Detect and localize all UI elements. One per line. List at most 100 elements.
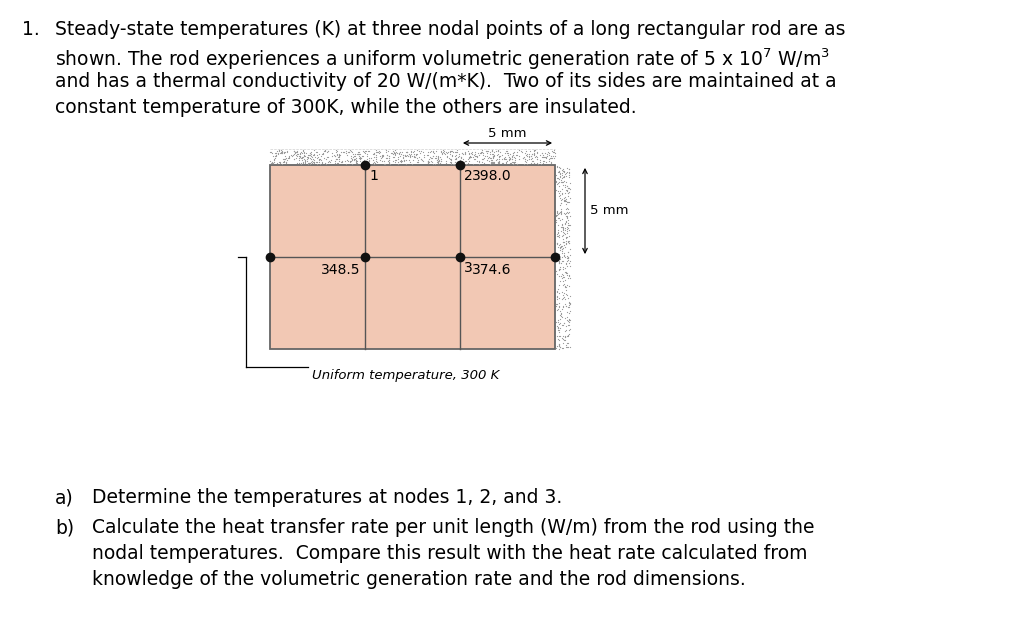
Point: [438, 152, 455, 162]
Point: [415, 156, 431, 166]
Point: [551, 253, 567, 263]
Point: [560, 253, 577, 263]
Point: [494, 154, 510, 164]
Point: [500, 149, 516, 159]
Point: [309, 147, 326, 157]
Point: [331, 149, 347, 159]
Point: [442, 157, 459, 167]
Point: [390, 159, 407, 169]
Point: [560, 273, 577, 283]
Point: [551, 191, 567, 201]
Point: [556, 208, 572, 218]
Point: [409, 149, 425, 159]
Point: [557, 194, 573, 204]
Point: [318, 152, 335, 162]
Point: [503, 158, 519, 168]
Point: [463, 152, 479, 162]
Point: [352, 152, 369, 162]
Point: [420, 157, 436, 167]
Point: [556, 313, 572, 323]
Point: [554, 331, 570, 341]
Point: [549, 209, 565, 219]
Point: [559, 232, 575, 242]
Point: [551, 293, 567, 303]
Point: [431, 155, 447, 165]
Point: [438, 156, 455, 166]
Point: [455, 149, 471, 159]
Point: [381, 155, 397, 166]
Point: [484, 152, 501, 162]
Point: [303, 154, 319, 164]
Point: [554, 256, 570, 266]
Point: [396, 151, 413, 161]
Point: [374, 152, 390, 162]
Point: [554, 241, 570, 251]
Point: [551, 271, 567, 281]
Point: [432, 146, 449, 156]
Point: [422, 152, 438, 162]
Point: [509, 159, 525, 169]
Point: [484, 157, 501, 167]
Point: [557, 168, 573, 178]
Point: [552, 208, 568, 218]
Point: [472, 149, 488, 159]
Point: [555, 256, 571, 266]
Point: [345, 150, 361, 161]
Point: [413, 154, 429, 164]
Point: [461, 149, 477, 159]
Point: [555, 343, 571, 353]
Point: [490, 158, 507, 168]
Point: [397, 150, 414, 161]
Point: [560, 236, 577, 246]
Point: [441, 149, 458, 159]
Point: [560, 231, 577, 241]
Point: [413, 154, 429, 164]
Point: [289, 152, 305, 162]
Point: [551, 340, 567, 350]
Point: [443, 159, 460, 169]
Point: [511, 154, 527, 164]
Point: [299, 158, 315, 168]
Point: [401, 152, 418, 162]
Point: [434, 149, 451, 159]
Text: 398.0: 398.0: [472, 169, 512, 183]
Point: [308, 157, 325, 167]
Point: [341, 147, 357, 157]
Point: [500, 150, 516, 161]
Point: [490, 145, 507, 155]
Point: [438, 150, 455, 161]
Point: [291, 159, 307, 169]
Point: [555, 193, 571, 203]
Point: [497, 154, 513, 164]
Point: [502, 153, 518, 163]
Point: [327, 157, 343, 167]
Point: [297, 155, 313, 165]
Point: [507, 153, 523, 163]
Point: [560, 218, 577, 228]
Point: [559, 338, 575, 348]
Point: [347, 151, 364, 161]
Point: [421, 154, 437, 164]
Point: [373, 152, 389, 162]
Point: [411, 152, 427, 162]
Point: [421, 157, 437, 167]
Point: [376, 159, 392, 169]
Point: [511, 151, 527, 161]
Point: [292, 152, 308, 162]
Point: [329, 150, 345, 161]
Point: [531, 149, 548, 159]
Point: [549, 162, 565, 172]
Point: [551, 243, 567, 253]
Point: [319, 146, 336, 156]
Point: [551, 302, 567, 312]
Point: [538, 153, 554, 163]
Point: [461, 152, 477, 162]
Point: [532, 159, 549, 169]
Point: [388, 147, 404, 157]
Point: [550, 324, 566, 334]
Point: [552, 264, 568, 274]
Point: [558, 290, 574, 300]
Point: [483, 146, 500, 156]
Point: [414, 155, 430, 165]
Point: [313, 158, 330, 168]
